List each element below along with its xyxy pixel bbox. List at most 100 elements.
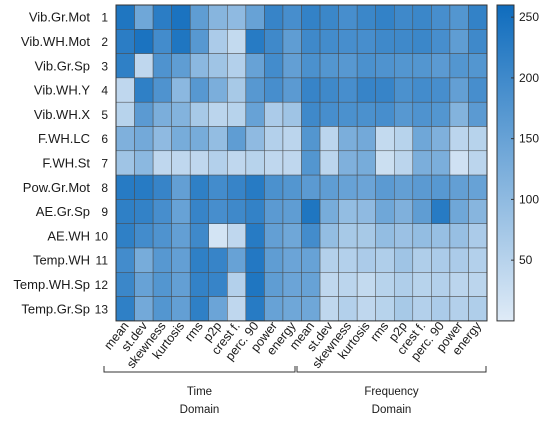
- heatmap-cell: [245, 223, 265, 249]
- heatmap-cell: [245, 53, 265, 79]
- heatmap-cell: [227, 101, 247, 127]
- heatmap-cell: [171, 150, 191, 176]
- row-label: F.WH.St: [42, 155, 90, 170]
- heatmap-cell: [338, 272, 358, 297]
- heatmap-cell: [375, 174, 395, 200]
- heatmap-cell: [245, 247, 265, 273]
- heatmap-cell: [264, 29, 284, 54]
- row-label: F.WH.LC: [38, 131, 90, 146]
- heatmap-cell: [115, 247, 135, 273]
- heatmap-cell: [431, 272, 451, 297]
- row-label: Temp.Gr.Sp: [21, 301, 90, 316]
- heatmap-cell: [412, 126, 432, 152]
- heatmap-cell: [171, 247, 191, 273]
- heatmap-cell: [319, 101, 339, 127]
- heatmap-cell: [375, 77, 395, 103]
- heatmap-cell: [301, 4, 321, 30]
- heatmap-cell: [338, 77, 358, 103]
- heatmap-cell: [449, 4, 469, 30]
- heatmap-cell: [319, 223, 339, 249]
- heatmap-cell: [394, 150, 414, 176]
- heatmap-cell: [134, 4, 154, 30]
- heatmap-cell: [264, 77, 284, 103]
- heatmap-cell: [171, 199, 191, 224]
- heatmap-cell: [431, 4, 451, 30]
- heatmap-cell: [394, 29, 414, 54]
- row-number: 8: [101, 181, 108, 195]
- heatmap-cell: [449, 53, 469, 79]
- row-label: Vib.WH.X: [34, 107, 90, 122]
- heatmap-cell: [245, 29, 265, 54]
- heatmap-cell: [282, 223, 302, 249]
- heatmap-cell: [319, 150, 339, 176]
- heatmap-cell: [227, 126, 247, 152]
- row-number: 4: [101, 84, 108, 98]
- heatmap-cell: [115, 150, 135, 176]
- heatmap-cell: [468, 4, 488, 30]
- heatmap-cell: [227, 296, 247, 322]
- heatmap-cell: [264, 296, 284, 322]
- heatmap-cell: [356, 150, 376, 176]
- heatmap-cell: [245, 199, 265, 224]
- heatmap-cell: [152, 150, 172, 176]
- row-number: 12: [95, 278, 109, 292]
- heatmap-cell: [115, 4, 135, 30]
- heatmap-cell: [171, 296, 191, 322]
- heatmap-cell: [152, 29, 172, 54]
- heatmap-cell: [301, 126, 321, 152]
- heatmap-cell: [189, 150, 209, 176]
- heatmap-cell: [245, 272, 265, 297]
- heatmap-cell: [134, 174, 154, 200]
- heatmap-cell: [189, 272, 209, 297]
- row-number: 6: [101, 132, 108, 146]
- heatmap-cell: [356, 53, 376, 79]
- heatmap-cell: [208, 199, 228, 224]
- heatmap-cell: [264, 247, 284, 273]
- heatmap-cell: [115, 223, 135, 249]
- heatmap-cell: [115, 126, 135, 152]
- row-label: AE.Gr.Sp: [36, 204, 90, 219]
- heatmap-cell: [301, 101, 321, 127]
- heatmap-cell: [338, 247, 358, 273]
- heatmap-cell: [227, 53, 247, 79]
- heatmap-cell: [282, 53, 302, 79]
- heatmap-cell: [449, 77, 469, 103]
- group-bracket: [296, 366, 487, 373]
- heatmap-cell: [394, 174, 414, 200]
- group-label: Time: [187, 386, 212, 398]
- colorbar-tick-label: 200: [519, 71, 539, 85]
- heatmap-cell: [338, 126, 358, 152]
- heatmap-cell: [134, 77, 154, 103]
- heatmap-cell: [245, 101, 265, 127]
- colorbar-tick-label: 100: [519, 192, 539, 206]
- heatmap-cell: [227, 4, 247, 30]
- heatmap-cell: [115, 29, 135, 54]
- heatmap-cell: [319, 247, 339, 273]
- group-bracket: [103, 366, 296, 373]
- heatmap-cell: [338, 296, 358, 322]
- heatmap-cell: [282, 272, 302, 297]
- heatmap-cell: [301, 150, 321, 176]
- heatmap-cell: [189, 199, 209, 224]
- heatmap-cell: [431, 126, 451, 152]
- heatmap-cell: [208, 272, 228, 297]
- heatmap-cell: [301, 53, 321, 79]
- row-label: Vib.WH.Mot: [21, 34, 90, 49]
- heatmap-cell: [115, 53, 135, 79]
- heatmap-cell: [227, 199, 247, 224]
- heatmap-cell: [282, 29, 302, 54]
- heatmap-cell: [171, 223, 191, 249]
- heatmap-cell: [208, 247, 228, 273]
- heatmap-cell: [152, 101, 172, 127]
- colorbar: 50 100 150 200 250: [496, 4, 539, 322]
- heatmap-cell: [394, 77, 414, 103]
- heatmap-cell: [282, 199, 302, 224]
- heatmap-cell: [431, 101, 451, 127]
- heatmap-cell: [375, 247, 395, 273]
- heatmap-cell: [468, 101, 488, 127]
- heatmap-frame: [115, 4, 488, 322]
- heatmap-cell: [449, 199, 469, 224]
- group-label: Frequency: [364, 386, 419, 398]
